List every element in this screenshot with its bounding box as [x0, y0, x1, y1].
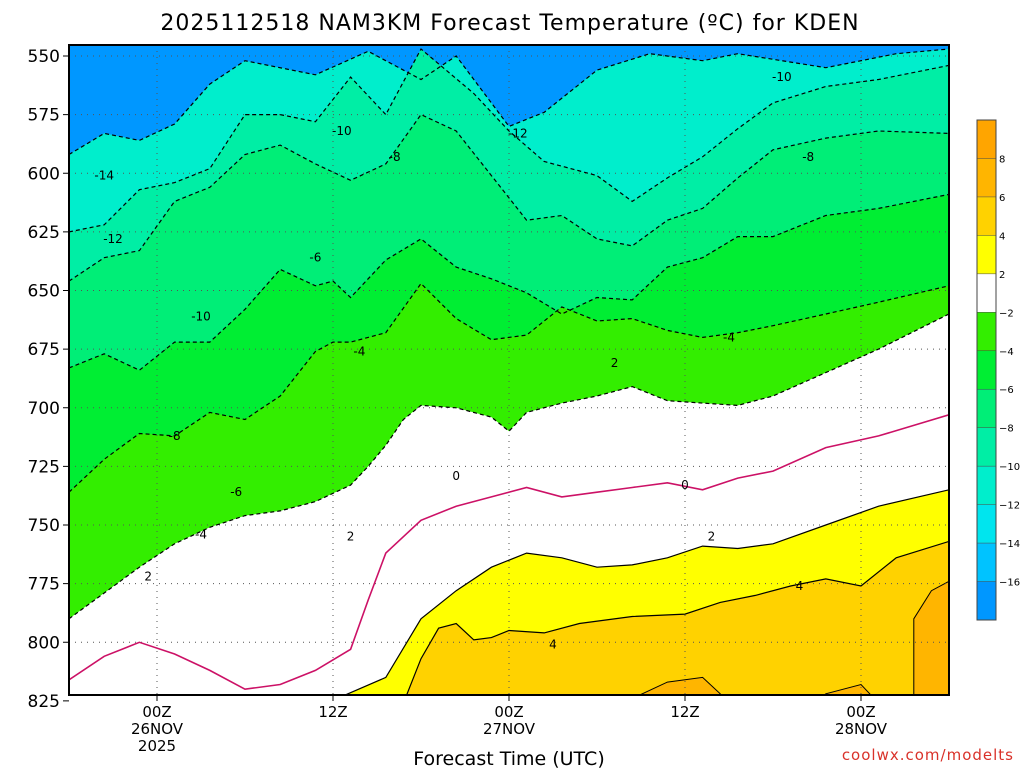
colorbar-label: −12 [999, 501, 1020, 512]
isotherm--2 [69, 313, 949, 620]
colorbar-swatch [977, 235, 996, 274]
warm-pocket-0 [638, 676, 721, 695]
x-tick-label: 26NOV [131, 720, 184, 738]
colorbar-swatch [977, 120, 996, 159]
colorbar-legend: 8 6 4 2 −2 −4 −6 −8 −10 −12 −14 −16 [976, 119, 1020, 621]
credit-text: coolwx.com/modelts [842, 746, 1014, 764]
colorbar-swatch [977, 543, 996, 582]
isotherm-0 [69, 414, 949, 691]
x-tick-label: 00Z [846, 703, 875, 721]
contour-label: -8 [802, 150, 814, 164]
y-tick-label: 800 [28, 633, 60, 653]
temperature-fill-bands [69, 45, 949, 695]
contour-label: -6 [309, 251, 321, 265]
fill-band-above-4 [406, 541, 949, 695]
isotherm-lines [69, 48, 949, 695]
contour-label: 2 [144, 570, 152, 584]
isotherm--4 [69, 282, 949, 493]
contour-label: -12 [508, 126, 528, 140]
y-tick-label: 775 [28, 575, 60, 595]
contour-labels: -14 -12 -10 -8 -6 -4 2 -10 -8 -6 -4 2 -12 0 2 -10 -8 -4 0 2… [94, 70, 814, 652]
contour-label: 2 [708, 530, 716, 544]
y-tick-label: 750 [28, 516, 60, 536]
isotherm--10 [69, 48, 949, 233]
dotted-grid [69, 45, 949, 695]
y-tick-label: 725 [28, 457, 60, 477]
x-tick-label: 27NOV [483, 720, 536, 738]
contour-label: -10 [191, 309, 211, 323]
colorbar-label: 4 [999, 231, 1005, 242]
colorbar-swatch [977, 581, 996, 620]
contour-label: -4 [723, 330, 735, 344]
y-tick-label: 825 [28, 692, 60, 712]
warm-pocket-1 [823, 683, 872, 695]
contour-label: 4 [549, 638, 557, 652]
contour-label: 4 [796, 579, 804, 593]
y-tick-label: 575 [28, 106, 60, 126]
contour-label: -4 [195, 527, 207, 541]
contour-label: -12 [103, 232, 123, 246]
contour-label: -10 [772, 70, 792, 84]
x-tick-label: 12Z [318, 703, 347, 721]
isotherm-2 [343, 489, 949, 695]
contour-label: 2 [347, 530, 355, 544]
isotherm-4 [405, 540, 949, 695]
colorbar-label: −4 [999, 347, 1014, 358]
contour-label: 2 [611, 356, 619, 370]
contour-label: 0 [681, 478, 689, 492]
colorbar-frame [976, 119, 997, 621]
colorbar-label: −6 [999, 385, 1014, 396]
x-axis-label: Forecast Time (UTC) [413, 748, 604, 768]
contour-label: -8 [169, 429, 181, 443]
colorbar-swatch [977, 466, 996, 505]
x-tick-label: 28NOV [835, 720, 888, 738]
contour-label: -8 [389, 150, 401, 164]
x-tick-label: 00Z [142, 703, 171, 721]
contour-label: 0 [452, 469, 460, 483]
colorbar-label: 2 [999, 270, 1005, 281]
y-tick-label: 625 [28, 223, 60, 243]
x-tick-label: 2025 [138, 737, 176, 755]
x-tick-label: 12Z [670, 703, 699, 721]
colorbar-swatch [977, 196, 996, 236]
colorbar-label: −2 [999, 308, 1014, 319]
isotherm--12 [69, 48, 949, 156]
y-tick-label: 600 [28, 164, 60, 184]
colorbar-swatch [977, 504, 996, 544]
colorbar-label: −10 [999, 462, 1020, 473]
y-tick-label: 550 [28, 47, 60, 67]
colorbar-label: 6 [999, 193, 1005, 204]
colorbar-swatch [977, 350, 996, 390]
contour-label: -14 [94, 169, 114, 183]
contour-label: -6 [230, 485, 242, 499]
isotherm--8 [69, 113, 949, 282]
colorbar-label: −16 [999, 578, 1020, 589]
x-tick-label: 00Z [494, 703, 523, 721]
y-tick-label: 650 [28, 282, 60, 302]
y-tick-label: 700 [28, 399, 60, 419]
isotherm--6 [69, 193, 949, 371]
y-tick-label: 675 [28, 340, 60, 360]
colorbar-label: −14 [999, 539, 1020, 550]
plot-area: -14 -12 -10 -8 -6 -4 2 -10 -8 -6 -4 2 -12 0 2 -10 -8 -4 0 2… [69, 45, 949, 695]
contour-label: -4 [353, 344, 365, 358]
colorbar-swatch [977, 312, 996, 351]
colorbar-label: 8 [999, 154, 1005, 165]
colorbar-label: −8 [999, 424, 1014, 435]
colorbar-swatch [977, 158, 996, 197]
chart-title: 2025112518 NAM3KM Forecast Temperature (… [160, 11, 859, 36]
contour-label: -10 [332, 124, 352, 138]
colorbar-swatch [977, 427, 996, 467]
warm-pocket-3 [913, 580, 949, 695]
y-axis: 550 575 600 625 650 675 700 725 750 775 800 825 [28, 47, 69, 712]
colorbar-swatch [977, 273, 996, 313]
colorbar-swatch [977, 389, 996, 428]
